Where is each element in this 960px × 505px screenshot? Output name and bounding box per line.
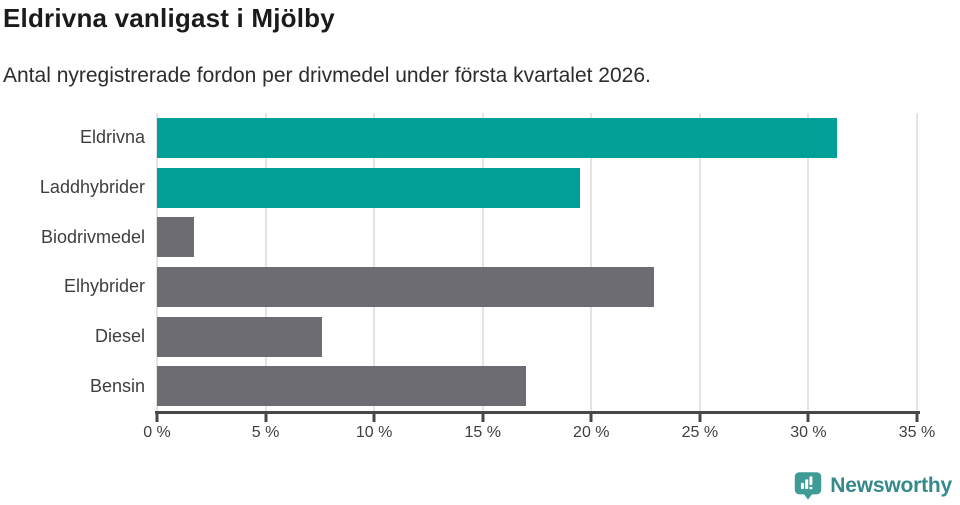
chart-subtitle: Antal nyregistrerade fordon per drivmede… (3, 64, 651, 87)
logo-exclamation-dot (809, 486, 813, 490)
bar-diesel (157, 316, 323, 357)
x-tick-label: 35 % (898, 424, 936, 441)
x-tick-label: 10 % (355, 424, 393, 441)
bar-chart-plot-area (156, 113, 918, 411)
x-tick-label: 5 % (251, 424, 280, 441)
x-tick-mark (481, 414, 485, 422)
x-tick-label: 0 % (143, 424, 171, 441)
category-label: Elhybrider (63, 276, 145, 297)
gridline (156, 113, 158, 411)
x-tick-mark (589, 414, 593, 422)
gridline (807, 113, 810, 411)
category-label: Biodrivmedel (40, 226, 145, 247)
x-axis-ticks (155, 414, 919, 422)
bar-biodrivmedel (157, 217, 194, 258)
y-axis-category-labels: Eldrivna Laddhybrider Biodrivmedel Elhybrid… (0, 113, 145, 411)
newsworthy-logo-icon (795, 472, 822, 500)
x-tick-label: 25 % (681, 424, 719, 441)
gridline (916, 113, 918, 411)
bar-bensin (157, 366, 527, 407)
bar-elhybrider (157, 266, 655, 307)
brand-name: Newsworthy (830, 473, 952, 497)
x-tick-mark (915, 414, 919, 422)
gridline (481, 113, 484, 411)
x-tick-mark (155, 414, 159, 422)
x-tick-mark (806, 414, 810, 422)
logo-bar-tall (805, 479, 809, 490)
category-label: Diesel (94, 325, 145, 346)
gridline (264, 113, 267, 411)
x-axis-line (155, 411, 920, 414)
gridline (590, 113, 593, 411)
category-label: Bensin (89, 375, 145, 396)
gridline (373, 113, 376, 411)
x-tick-mark (698, 414, 702, 422)
chart-title: Eldrivna vanligast i Mjölby (3, 3, 335, 33)
brand-footer[interactable]: Newsworthy (793, 470, 952, 501)
bar-eldrivna (157, 117, 837, 158)
x-tick-mark (264, 414, 268, 422)
logo-exclamation-stem (809, 476, 813, 486)
x-tick-label: 20 % (573, 424, 610, 441)
x-tick-label: 15 % (464, 424, 501, 441)
x-tick-label: 30 % (790, 424, 827, 441)
x-tick-mark (372, 414, 376, 422)
category-label: Eldrivna (79, 127, 145, 148)
bar-laddhybrider (157, 167, 581, 208)
gridline (698, 113, 701, 411)
category-label: Laddhybrider (39, 176, 145, 197)
logo-bar-small (801, 482, 805, 490)
x-axis-tick-labels: 0 % 5 % 10 % 15 % 20 % 25 % 30 % 35 % (143, 424, 935, 444)
